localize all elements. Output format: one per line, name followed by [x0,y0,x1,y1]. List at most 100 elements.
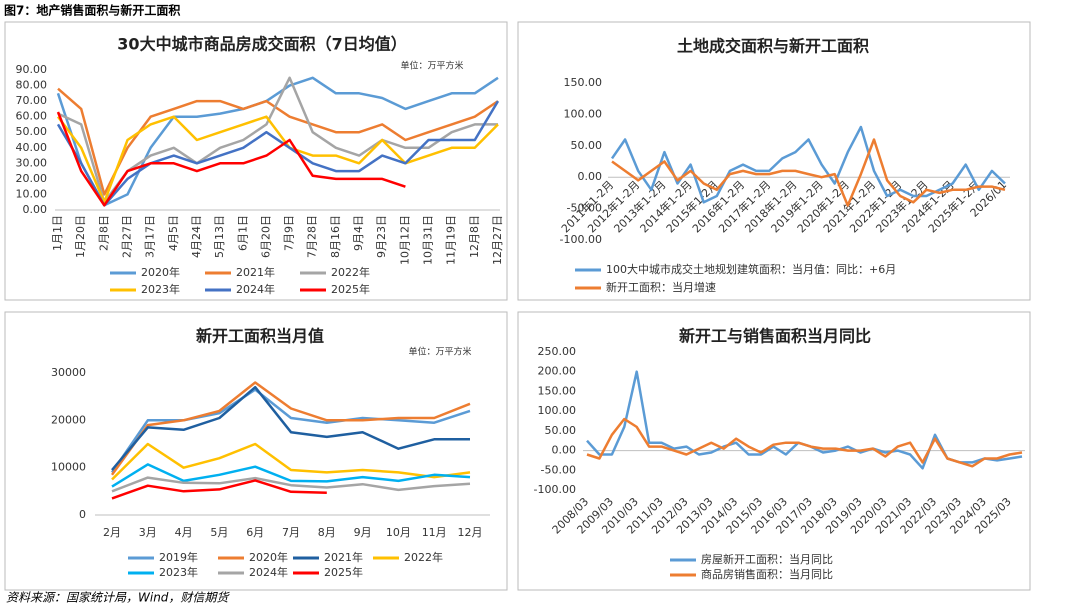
series-line [586,370,1023,470]
series-line [586,417,1023,468]
legend-label: 100大中城市成交土地规划建筑面积：当月值：同比：+6月 [606,262,896,276]
y-tick-label: 50.00 [571,139,603,152]
y-tick-label: 70.00 [16,94,48,107]
y-tick-label: 20000 [51,413,86,426]
legend-label: 2023年 [159,565,198,579]
y-tick-label: -100.00 [560,233,602,246]
legend-label: 2023年 [141,282,180,296]
y-tick-label: 150.00 [538,384,577,397]
y-tick-label: 20.00 [16,172,48,185]
x-tick-label: 8月16日 [329,215,342,258]
x-tick-label: 9月23日 [375,215,388,258]
legend-label: 2024年 [249,565,288,579]
legend-label: 2022年 [404,550,443,564]
chart-title: 土地成交面积与新开工面积 [677,37,869,56]
y-tick-label: 60.00 [16,110,48,123]
x-tick-label: 9月 [354,526,372,539]
series-line [110,381,471,476]
chart-title: 新开工与销售面积当月同比 [679,327,871,346]
panel [517,21,1031,301]
y-tick-label: 150.00 [564,76,603,89]
panel [4,311,508,591]
x-tick-label: 12月27日 [491,215,504,265]
series-line [111,463,471,488]
y-tick-label: 30.00 [16,156,48,169]
x-tick-label: 4月 [175,526,193,539]
x-tick-label: 12月8日 [468,215,481,258]
x-tick-label: 2月 [103,526,121,539]
x-tick-label: 6月20日 [259,215,272,258]
legend-label: 2024年 [236,282,275,296]
y-tick-label: 90.00 [16,63,48,76]
figure-title: 图7：地产销售面积与新开工面积 [4,3,180,18]
x-tick-label: 4月24日 [190,215,203,258]
legend-label: 新开工面积：当月增速 [606,280,716,294]
unit-label: 单位：万平方米 [408,346,471,358]
series-line [111,476,471,493]
x-tick-label: 11月19日 [445,215,458,265]
x-tick-label: 9月4日 [352,215,365,251]
x-tick-label: 8月 [318,526,336,539]
legend-label: 2021年 [236,265,275,279]
x-tick-label: 4月5日 [167,215,180,251]
y-tick-label: -100.00 [534,483,576,496]
x-tick-label: 7月9日 [283,215,296,251]
series-line [57,87,499,196]
x-tick-label: 7月 [282,526,300,539]
y-tick-label: 100.00 [538,404,577,417]
series-line [111,442,471,481]
y-tick-label: 40.00 [16,141,48,154]
series-line [111,385,470,471]
panel [4,21,508,301]
chart-title: 30大中城市商品房成交面积（7日均值） [117,35,406,54]
legend-label: 2020年 [141,265,180,279]
x-tick-label: 2月27日 [120,215,133,258]
legend-label: 2021年 [324,550,363,564]
series-line [56,100,500,207]
x-tick-label: 6月 [246,526,264,539]
y-tick-label: 10.00 [16,187,48,200]
legend-label: 房屋新开工面积：当月同比 [701,552,833,566]
legend-label: 2019年 [159,550,198,564]
x-tick-label: 11月 [422,526,447,539]
x-tick-label: 5月13日 [213,215,226,258]
x-tick-label: 10月31日 [422,215,435,265]
y-tick-label: 80.00 [16,79,48,92]
y-tick-label: 0 [79,508,86,521]
y-tick-label: 50.00 [16,125,48,138]
x-tick-label: 6月1日 [236,215,249,251]
x-tick-label: 5月 [210,526,228,539]
y-tick-label: 250.00 [538,345,577,358]
x-tick-label: 7月28日 [306,215,319,258]
x-tick-label: 3月 [139,526,157,539]
y-tick-label: -50.00 [541,463,576,476]
unit-label: 单位：万平方米 [400,60,463,72]
x-tick-label: 12月 [458,526,483,539]
x-tick-label: 1月1日 [51,215,64,251]
panel [517,311,1031,591]
y-tick-label: 50.00 [545,424,577,437]
x-tick-label: 10月 [386,526,411,539]
series-line [111,479,327,500]
legend-label: 商品房销售面积：当月同比 [701,567,833,581]
legend-label: 2022年 [331,265,370,279]
y-tick-label: 0.00 [552,444,577,457]
x-tick-label: 10月12日 [398,215,411,265]
y-tick-label: 200.00 [538,365,577,378]
legend-label: 2020年 [249,550,288,564]
legend-label: 2025年 [324,565,363,579]
y-tick-label: -50.00 [567,202,602,215]
x-tick-label: 3月17日 [144,215,157,258]
series-line [610,125,1006,204]
y-tick-label: 10000 [51,461,86,474]
y-tick-label: 30000 [51,366,86,379]
series-line [110,388,471,474]
x-tick-label: 2月8日 [97,215,110,251]
y-tick-label: 0.00 [578,170,603,183]
chart-title: 新开工面积当月值 [196,327,324,346]
legend-label: 2025年 [331,282,370,296]
series-line [611,138,1006,207]
source-note: 资料来源：国家统计局，Wind，财信期货 [6,591,230,605]
series-line [56,115,499,204]
